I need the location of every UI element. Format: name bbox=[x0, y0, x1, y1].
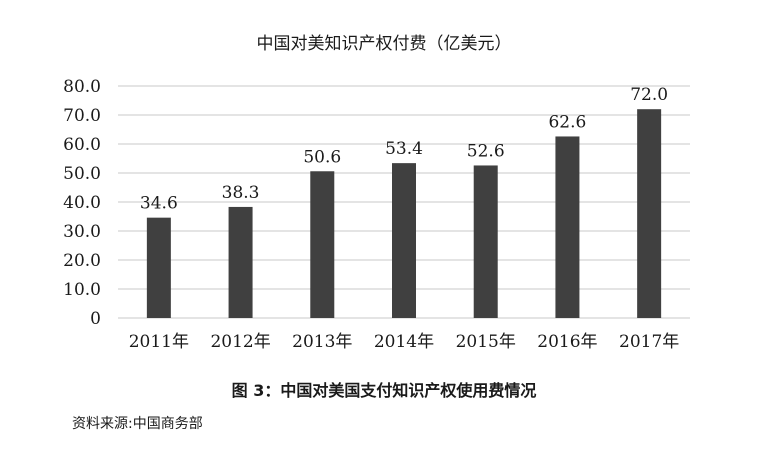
x-tick-label: 2014年 bbox=[374, 332, 434, 352]
bar-value-label: 34.6 bbox=[140, 194, 178, 214]
bar bbox=[473, 165, 498, 318]
x-tick-label: 2017年 bbox=[619, 332, 679, 352]
bar-value-label: 72.0 bbox=[630, 85, 668, 105]
source-note: 资料来源:中国商务部 bbox=[72, 416, 203, 432]
x-axis-ticks: 2011年 2012年 2013年 2014年 2015年 2016年 2017年 bbox=[129, 332, 680, 352]
x-tick-label: 2012年 bbox=[210, 332, 270, 352]
x-tick-label: 2011年 bbox=[129, 332, 189, 352]
y-tick-label: 10.0 bbox=[63, 280, 101, 300]
bar bbox=[228, 206, 253, 318]
y-tick-label: 60.0 bbox=[63, 135, 101, 155]
bar-value-label: 53.4 bbox=[385, 139, 423, 159]
x-tick-label: 2016年 bbox=[537, 332, 597, 352]
bar-chart: 0 10.0 20.0 30.0 40.0 50.0 60.0 70.0 80.0 34.6 38… bbox=[63, 77, 690, 352]
bar-value-label: 38.3 bbox=[222, 183, 260, 203]
y-tick-label: 0 bbox=[90, 309, 101, 329]
bars bbox=[146, 109, 662, 318]
y-tick-label: 80.0 bbox=[63, 77, 101, 97]
chart-title: 中国对美知识产权付费（亿美元） bbox=[256, 34, 512, 54]
bar bbox=[310, 171, 335, 318]
bar-value-labels: 34.6 38.3 50.6 53.4 52.6 62.6 72.0 bbox=[140, 85, 668, 213]
bar bbox=[146, 217, 171, 318]
y-tick-label: 20.0 bbox=[63, 251, 101, 271]
x-tick-label: 2015年 bbox=[456, 332, 516, 352]
bar-value-label: 62.6 bbox=[548, 112, 586, 132]
y-axis-ticks: 0 10.0 20.0 30.0 40.0 50.0 60.0 70.0 80.0 bbox=[63, 77, 101, 329]
y-tick-label: 30.0 bbox=[63, 222, 101, 242]
y-tick-label: 70.0 bbox=[63, 106, 101, 126]
figure-caption: 图 3：中国对美国支付知识产权使用费情况 bbox=[231, 381, 537, 400]
y-tick-label: 40.0 bbox=[63, 193, 101, 213]
bar bbox=[392, 163, 416, 318]
y-tick-label: 50.0 bbox=[63, 164, 101, 184]
bar bbox=[637, 109, 662, 318]
bar bbox=[555, 136, 580, 318]
bar-value-label: 50.6 bbox=[303, 147, 341, 167]
x-tick-label: 2013年 bbox=[292, 332, 352, 352]
bar-value-label: 52.6 bbox=[467, 141, 505, 161]
